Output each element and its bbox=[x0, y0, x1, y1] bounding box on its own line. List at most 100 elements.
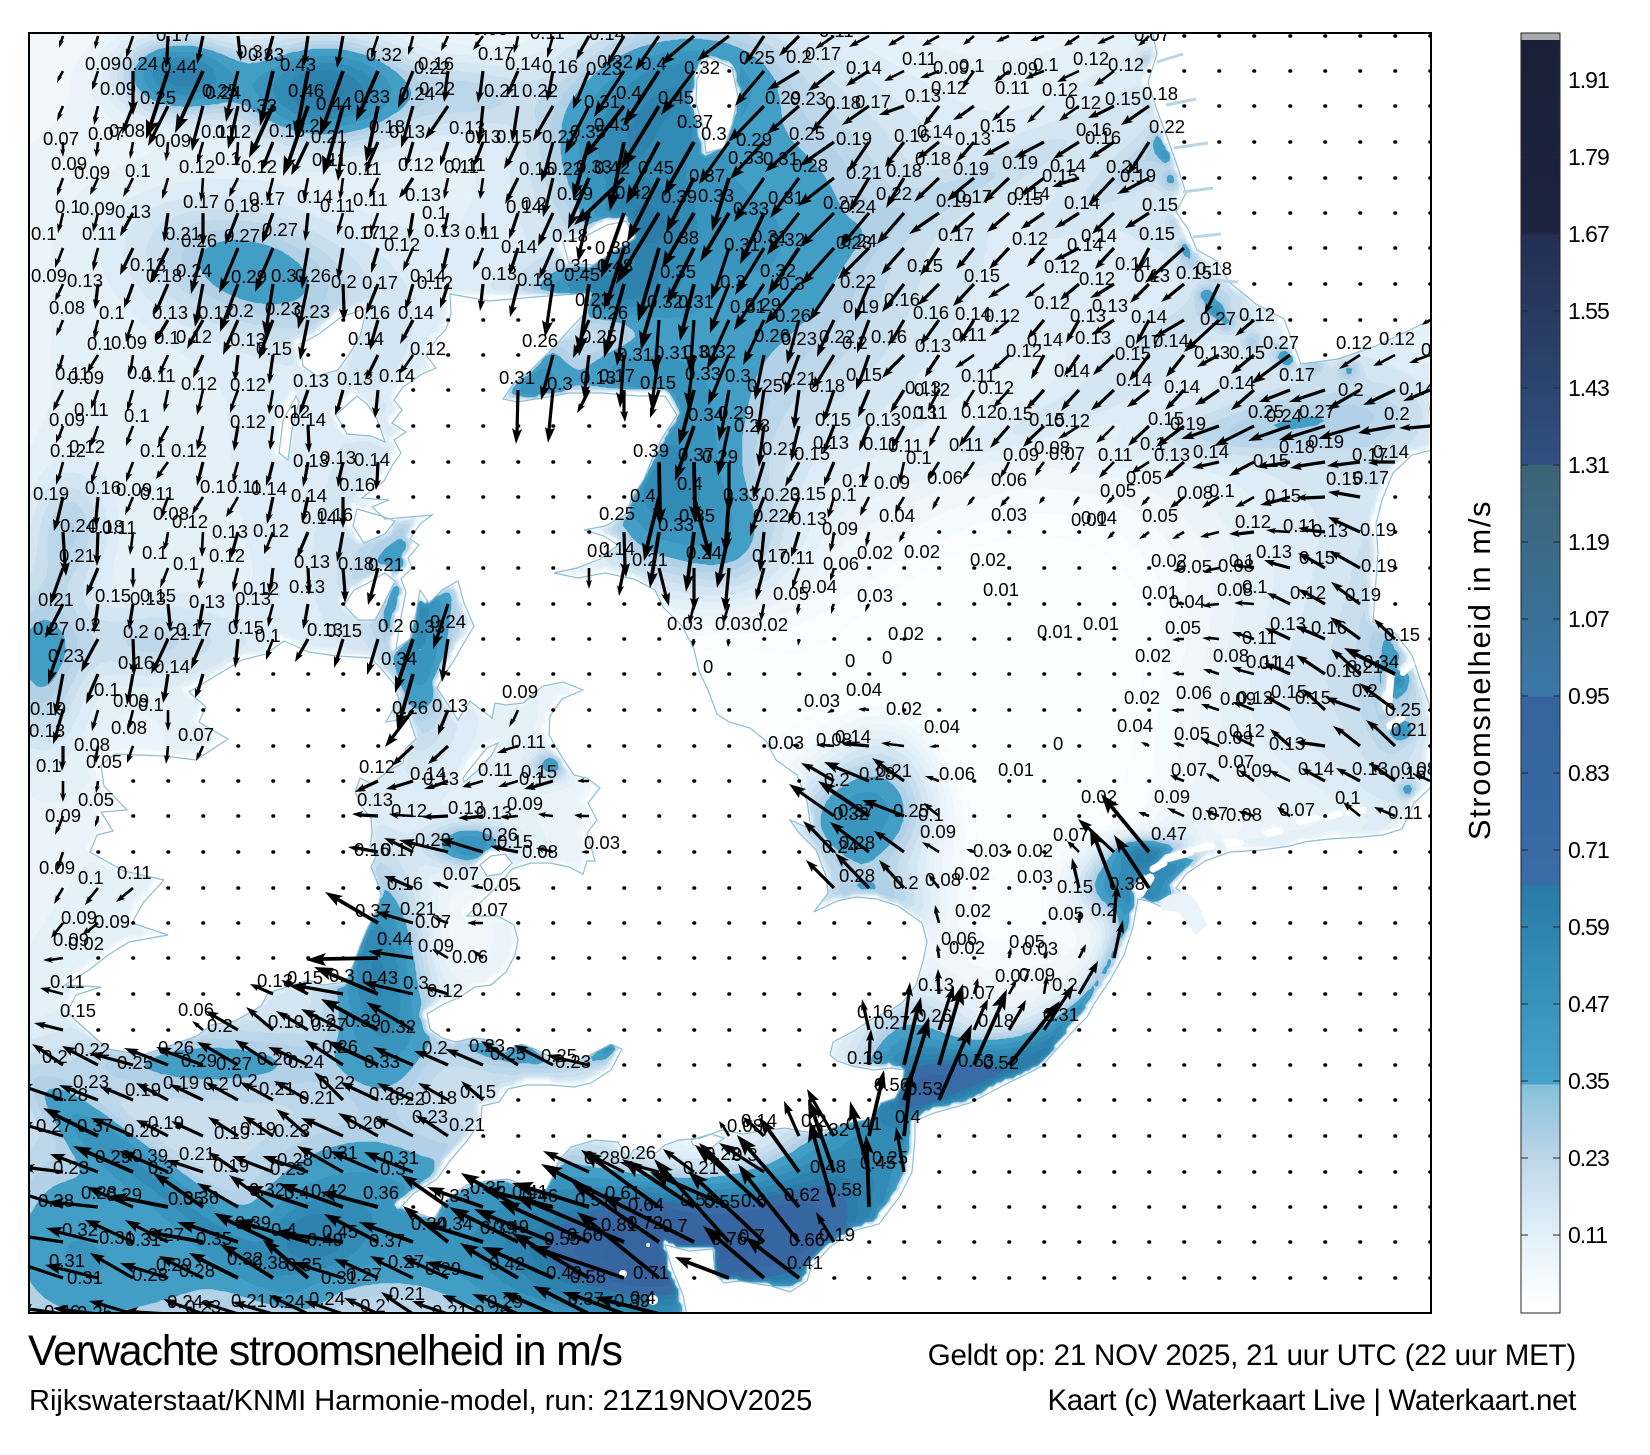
svg-text:0.28: 0.28 bbox=[132, 1264, 168, 1285]
svg-text:0.3: 0.3 bbox=[237, 41, 263, 62]
svg-text:0.09: 0.09 bbox=[61, 907, 97, 928]
svg-text:0.17: 0.17 bbox=[1279, 364, 1315, 385]
svg-text:0.26: 0.26 bbox=[592, 302, 628, 323]
svg-text:0.12: 0.12 bbox=[914, 379, 950, 400]
svg-text:0.24: 0.24 bbox=[269, 1291, 305, 1312]
svg-text:0.25: 0.25 bbox=[747, 375, 783, 396]
svg-text:0.12: 0.12 bbox=[241, 156, 277, 177]
svg-text:0.31: 0.31 bbox=[730, 296, 766, 317]
svg-text:0.1: 0.1 bbox=[1209, 480, 1235, 501]
svg-text:0.49: 0.49 bbox=[546, 1262, 582, 1283]
svg-text:0.29: 0.29 bbox=[745, 294, 781, 315]
svg-text:0.16: 0.16 bbox=[871, 326, 907, 347]
svg-text:0.23: 0.23 bbox=[265, 298, 301, 319]
svg-text:0.15: 0.15 bbox=[1142, 194, 1178, 215]
svg-text:0.42: 0.42 bbox=[594, 157, 630, 178]
svg-text:0.13: 0.13 bbox=[189, 591, 225, 612]
svg-text:0.33: 0.33 bbox=[248, 44, 284, 65]
svg-text:0.09: 0.09 bbox=[933, 57, 969, 78]
svg-text:0.13: 0.13 bbox=[955, 128, 991, 149]
svg-text:0.36: 0.36 bbox=[183, 1187, 219, 1208]
svg-text:0.2: 0.2 bbox=[75, 614, 101, 635]
svg-text:0.19: 0.19 bbox=[214, 1122, 250, 1143]
svg-text:0.1: 0.1 bbox=[140, 440, 166, 461]
svg-text:0.1: 0.1 bbox=[422, 202, 448, 223]
svg-text:0.12: 0.12 bbox=[1034, 292, 1070, 313]
svg-text:0.44: 0.44 bbox=[316, 93, 352, 114]
svg-text:0.12: 0.12 bbox=[931, 77, 967, 98]
svg-text:0.08: 0.08 bbox=[109, 120, 145, 141]
svg-text:0.07: 0.07 bbox=[178, 724, 214, 745]
svg-text:0.13: 0.13 bbox=[230, 329, 266, 350]
svg-text:0.07: 0.07 bbox=[1192, 803, 1228, 824]
svg-text:0.19: 0.19 bbox=[163, 1072, 199, 1093]
svg-text:1.79: 1.79 bbox=[1568, 144, 1609, 170]
svg-text:0.33: 0.33 bbox=[364, 1051, 400, 1072]
svg-text:0.14: 0.14 bbox=[348, 328, 384, 349]
svg-text:0.02: 0.02 bbox=[1017, 840, 1053, 861]
svg-text:0.21: 0.21 bbox=[311, 126, 347, 147]
svg-text:0.1: 0.1 bbox=[154, 327, 180, 348]
svg-text:0.15: 0.15 bbox=[140, 585, 176, 606]
svg-text:0.08: 0.08 bbox=[1034, 437, 1070, 458]
svg-text:0.15: 0.15 bbox=[815, 409, 851, 430]
svg-text:0.35: 0.35 bbox=[470, 1177, 506, 1198]
svg-text:0.26: 0.26 bbox=[620, 1142, 656, 1163]
svg-text:0.09: 0.09 bbox=[116, 479, 152, 500]
svg-text:0.13: 0.13 bbox=[1256, 541, 1292, 562]
svg-text:0.07: 0.07 bbox=[1134, 24, 1170, 45]
svg-text:0.95: 0.95 bbox=[1568, 683, 1609, 709]
svg-text:0.05: 0.05 bbox=[1009, 931, 1045, 952]
svg-text:0.12: 0.12 bbox=[171, 440, 207, 461]
svg-text:0.07: 0.07 bbox=[472, 899, 508, 920]
svg-text:0.23: 0.23 bbox=[294, 301, 330, 322]
svg-text:0.05: 0.05 bbox=[1176, 556, 1212, 577]
svg-text:0.24: 0.24 bbox=[430, 611, 466, 632]
svg-text:0.13: 0.13 bbox=[357, 789, 393, 810]
svg-text:0.04: 0.04 bbox=[1081, 507, 1117, 528]
svg-text:0.21: 0.21 bbox=[432, 1301, 468, 1322]
svg-text:0.15: 0.15 bbox=[256, 338, 292, 359]
svg-text:0.14: 0.14 bbox=[917, 121, 953, 142]
svg-text:0.15: 0.15 bbox=[95, 585, 131, 606]
svg-text:0.17: 0.17 bbox=[341, 15, 377, 36]
svg-text:0.17: 0.17 bbox=[855, 91, 891, 112]
svg-text:0.11: 0.11 bbox=[1283, 515, 1318, 536]
svg-text:0.08: 0.08 bbox=[153, 503, 189, 524]
svg-text:0.13: 0.13 bbox=[1070, 305, 1106, 326]
svg-text:0.23: 0.23 bbox=[555, 1051, 591, 1072]
svg-text:0.05: 0.05 bbox=[483, 874, 519, 895]
svg-text:0.3: 0.3 bbox=[148, 1157, 174, 1178]
svg-text:0.18: 0.18 bbox=[623, 16, 659, 37]
svg-text:0.2: 0.2 bbox=[824, 769, 850, 790]
svg-text:0.21: 0.21 bbox=[179, 1143, 215, 1164]
svg-text:0.83: 0.83 bbox=[1568, 760, 1609, 786]
svg-text:0.25: 0.25 bbox=[599, 503, 635, 524]
svg-text:0.21: 0.21 bbox=[400, 898, 436, 919]
svg-text:0.34: 0.34 bbox=[411, 1213, 447, 1234]
svg-text:0.19: 0.19 bbox=[213, 1155, 249, 1176]
svg-text:0.11: 0.11 bbox=[888, 435, 923, 456]
svg-text:0.12: 0.12 bbox=[230, 374, 266, 395]
svg-text:0.19: 0.19 bbox=[125, 1079, 161, 1100]
svg-text:0.31: 0.31 bbox=[683, 341, 719, 362]
svg-text:0.37: 0.37 bbox=[77, 1115, 113, 1136]
svg-text:0.13: 0.13 bbox=[293, 450, 329, 471]
svg-text:0.11: 0.11 bbox=[55, 363, 90, 384]
svg-text:0.42: 0.42 bbox=[615, 182, 651, 203]
svg-text:0.37: 0.37 bbox=[678, 444, 714, 465]
svg-text:0.09: 0.09 bbox=[874, 472, 910, 493]
svg-text:0.02: 0.02 bbox=[955, 900, 991, 921]
svg-text:0.26: 0.26 bbox=[158, 1037, 194, 1058]
svg-text:0.32: 0.32 bbox=[380, 1016, 416, 1037]
svg-text:0.11: 0.11 bbox=[117, 862, 152, 883]
svg-text:0.02: 0.02 bbox=[68, 933, 104, 954]
svg-text:0.11: 0.11 bbox=[347, 158, 382, 179]
svg-text:0.11: 0.11 bbox=[780, 547, 815, 568]
svg-text:0.29: 0.29 bbox=[425, 1258, 461, 1279]
svg-text:0.13: 0.13 bbox=[905, 377, 941, 398]
svg-text:0.39: 0.39 bbox=[235, 1212, 271, 1233]
svg-text:0.22: 0.22 bbox=[753, 505, 789, 526]
svg-text:0.23: 0.23 bbox=[73, 1071, 109, 1092]
svg-text:0.28: 0.28 bbox=[792, 155, 828, 176]
